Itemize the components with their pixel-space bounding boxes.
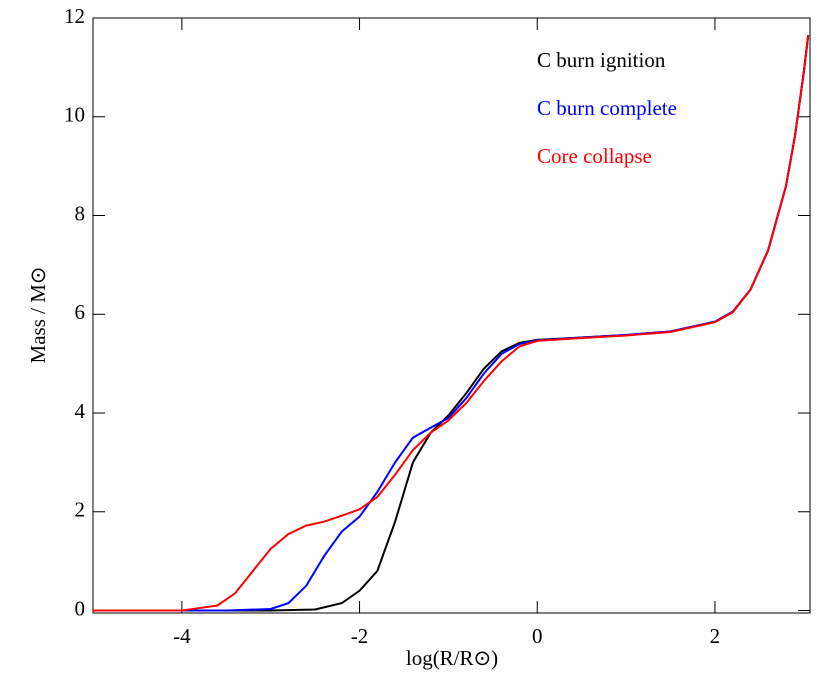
x-axis-label: log(R/R⊙) [406, 646, 498, 670]
y-tick-label: 10 [64, 103, 85, 127]
legend-label: Core collapse [537, 144, 652, 168]
x-tick-label: -4 [173, 624, 191, 648]
series-line [93, 35, 810, 612]
y-axis-label: Mass / M⊙ [26, 267, 50, 364]
y-tick-label: 0 [75, 596, 86, 620]
legend-label: C burn ignition [537, 48, 666, 72]
y-tick-label: 12 [64, 4, 85, 28]
x-tick-label: -2 [351, 624, 369, 648]
y-tick-label: 2 [75, 498, 86, 522]
y-tick-label: 8 [75, 201, 86, 225]
plot-frame [92, 17, 811, 614]
y-tick-label: 6 [75, 300, 86, 324]
series-line [93, 35, 810, 612]
legend-label: C burn complete [537, 96, 677, 120]
series-line [93, 35, 810, 612]
y-tick-label: 4 [75, 399, 86, 423]
x-tick-label: 2 [710, 624, 721, 648]
x-tick-label: 0 [532, 624, 543, 648]
